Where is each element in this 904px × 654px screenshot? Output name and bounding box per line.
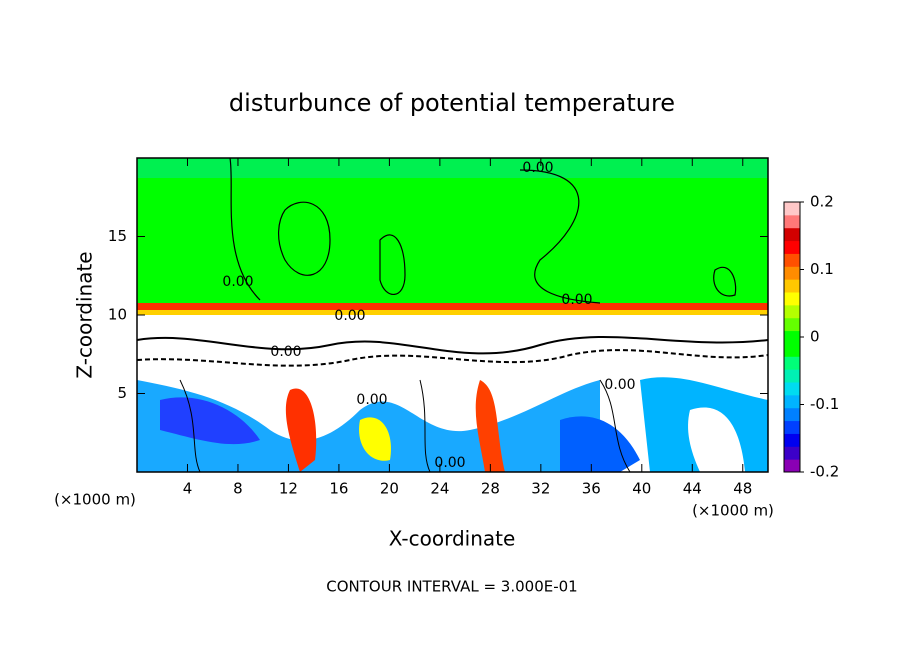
upper-field-band (137, 158, 768, 178)
field-blob (285, 388, 317, 472)
y-tick-label: 10 (108, 306, 127, 324)
x-tick-label: 24 (430, 480, 449, 498)
x-tick-label: 4 (183, 480, 193, 498)
x-tick-label: 48 (733, 480, 752, 498)
colorbar-tick-label: 0.2 (810, 193, 834, 211)
contour-line (713, 266, 737, 297)
colorbar-swatch (784, 330, 800, 344)
contour-line (137, 349, 768, 367)
y-axis-title: Z-coordinate (73, 251, 97, 378)
colorbar-swatch (784, 356, 800, 370)
chart-title: disturbunce of potential temperature (229, 89, 675, 117)
y-tick-label: 5 (117, 384, 127, 402)
colorbar-tick-label: 0 (810, 328, 820, 346)
colorbar-tick-label: -0.1 (810, 395, 839, 413)
x-unit-label: (×1000 m) (692, 502, 774, 520)
x-tick-label: 44 (683, 480, 702, 498)
contour-label: 0.00 (604, 377, 635, 393)
contour-label: 0.00 (522, 160, 553, 176)
x-tick-label: 36 (582, 480, 601, 498)
field-blob (359, 417, 391, 461)
x-unit-label: (×1000 m) (54, 491, 136, 509)
colorbar-swatch (784, 240, 800, 254)
x-tick-label: 16 (329, 480, 348, 498)
x-tick-label: 20 (380, 480, 399, 498)
colorbar-swatch (784, 253, 800, 267)
colorbar-swatch (784, 420, 800, 434)
field-band (137, 303, 768, 310)
x-tick-label: 8 (233, 480, 243, 498)
colorbar-swatch (784, 343, 800, 357)
colorbar-swatch (784, 266, 800, 280)
colorbar-swatch (784, 227, 800, 242)
colorbar-tick-label: 0.1 (810, 260, 834, 278)
field-blob (160, 397, 260, 445)
contour-line (278, 201, 331, 276)
x-tick-label: 32 (531, 480, 550, 498)
x-tick-label: 12 (279, 480, 298, 498)
x-tick-label: 40 (632, 480, 651, 498)
colorbar-swatch (784, 394, 800, 409)
colorbar-swatch (784, 433, 800, 447)
colorbar-swatch (784, 292, 800, 306)
contour-label: 0.00 (561, 292, 592, 308)
footer: CONTOUR INTERVAL = 3.000E-01 (326, 578, 577, 596)
field (137, 158, 768, 472)
contour-line (179, 379, 631, 472)
field-blob (560, 416, 640, 472)
colorbar-swatch (784, 214, 800, 229)
contour-line (229, 158, 601, 304)
contour-label: 0.00 (222, 274, 253, 290)
colorbar-swatch (784, 279, 800, 293)
colorbar-swatch (784, 304, 800, 319)
x-tick-label: 28 (481, 480, 500, 498)
field-blob (688, 407, 745, 472)
colorbar-swatch (784, 446, 800, 460)
contour-label: 0.00 (356, 392, 387, 408)
contour-line (137, 335, 768, 355)
colorbar-tick-label: -0.2 (810, 463, 839, 481)
colorbar-swatch (784, 202, 800, 216)
y-tick-label: 15 (108, 227, 127, 245)
field-blob (475, 380, 505, 472)
upper-field (137, 158, 768, 305)
colorbar-swatch (784, 407, 800, 422)
colorbar-swatch (784, 317, 800, 332)
contour-label: 0.00 (270, 344, 301, 360)
field-band (137, 310, 768, 315)
colorbar-swatch (784, 459, 800, 473)
x-axis-title: X-coordinate (389, 527, 516, 551)
contour-label: 0.00 (434, 455, 465, 471)
contour-line (379, 234, 406, 295)
contour-label: 0.00 (334, 308, 365, 324)
colorbar-swatch (784, 369, 800, 383)
colorbar-swatch (784, 382, 800, 396)
